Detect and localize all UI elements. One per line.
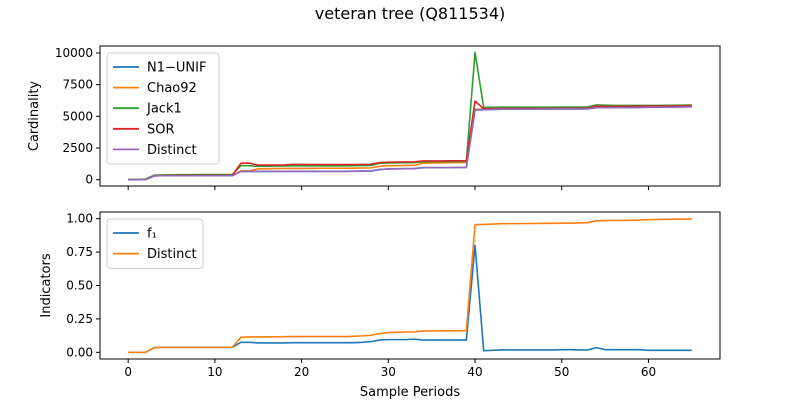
y-tick-label: 0.75: [66, 245, 93, 259]
y-tick-label: 2500: [62, 141, 93, 155]
legend-box: [106, 218, 204, 269]
x-tick-label: 0: [124, 365, 132, 379]
x-tick-label: 50: [554, 365, 569, 379]
y-tick-label: 0: [85, 173, 93, 187]
legend-label: f₁: [147, 227, 157, 242]
y-tick-label: 1.00: [66, 212, 93, 226]
y-tick-label: 7500: [62, 78, 93, 92]
x-tick-label: 30: [381, 365, 396, 379]
legend-label: Chao92: [147, 81, 197, 96]
series-line-0-4: [128, 106, 692, 181]
legend-label: N1−UNIF: [147, 61, 206, 76]
y-tick-label: 0.50: [66, 279, 93, 293]
y-tick-label: 0.25: [66, 312, 93, 326]
y-tick-label: 5000: [62, 109, 93, 123]
x-tick-label: 10: [207, 365, 222, 379]
x-axis-label: Sample Periods: [360, 385, 460, 400]
y-axis-label: Indicators: [39, 253, 54, 317]
legend-label: Distinct: [147, 247, 197, 262]
legend-label: Distinct: [147, 143, 197, 158]
x-tick-label: 20: [294, 365, 309, 379]
indicators-panel: 0 10 20 30 40 50 60 0.00 0.25 0.50 0.75 1.00 Indicat…: [39, 211, 721, 400]
x-tick-label: 60: [641, 365, 656, 379]
figure-title: veteran tree (Q811534): [315, 4, 505, 23]
y-tick-label: 10000: [55, 46, 93, 60]
legend-label: SOR: [147, 122, 175, 137]
y-tick-label: 0.00: [66, 345, 93, 359]
y-axis-label: Cardinality: [27, 81, 42, 152]
legend-box: [106, 52, 220, 165]
x-tick-label: 40: [467, 365, 482, 379]
cardinality-panel: 0 2500 5000 7500 10000 Cardinality N1−UNIF Chao…: [27, 45, 721, 190]
legend-label: Jack1: [146, 102, 182, 117]
series-line-1-1: [128, 218, 692, 354]
